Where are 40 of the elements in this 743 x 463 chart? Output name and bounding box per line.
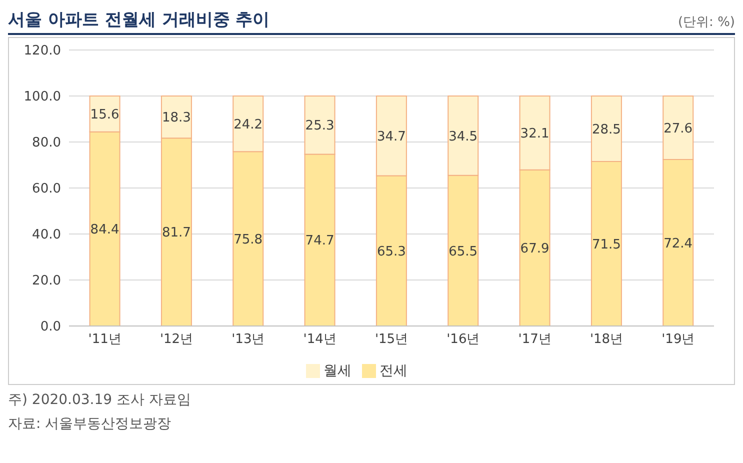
text: 주) 2020.03.19 조사 자료임 [8,391,192,409]
data-label: 75.8 [234,232,263,248]
y-tick-label: 100.0 [24,90,61,105]
y-tick-label: 120.0 [24,44,61,59]
legend-label: 월세 [324,363,352,379]
data-label: 34.7 [376,130,406,145]
y-tick-label: 40.0 [32,228,61,243]
y-tick-label: 80.0 [32,136,61,151]
data-label: 34.5 [448,129,478,144]
y-tick-label: 60.0 [32,182,61,197]
text: 자료: 서울부동산정보광장 [8,415,172,433]
data-label: 81.7 [162,226,191,241]
y-tick-label: 0.0 [40,320,61,335]
data-label: 25.3 [305,118,334,134]
x-tick-label: '19년 [662,332,695,348]
data-label: 74.7 [305,234,334,249]
data-label: 67.9 [520,242,550,257]
data-label: 18.3 [162,110,191,126]
data-label: 65.5 [448,244,478,260]
x-tick-label: '15년 [374,332,408,348]
data-label: 15.6 [90,108,120,123]
legend-label: 전세 [380,363,408,379]
data-label: 28.5 [592,122,621,138]
data-label: 27.6 [664,121,693,136]
data-label: 24.2 [234,117,263,132]
data-label: 71.5 [592,237,621,252]
data-label: 65.3 [376,244,406,260]
data-label: 72.4 [664,236,693,252]
chart-title: 서울 아파트 전월세 거래비중 추이 [8,9,270,31]
chart-subtitle: (단위: %) [678,14,735,31]
data-label: 84.4 [90,222,120,238]
x-tick-label: '18년 [590,332,624,348]
x-tick-label: '17년 [518,332,552,348]
data-label: 32.1 [520,126,550,142]
x-tick-label: '14년 [303,332,336,348]
x-tick-label: '11년 [88,332,122,348]
y-tick-label: 20.0 [32,274,61,289]
x-tick-label: '12년 [160,332,194,348]
x-tick-label: '16년 [446,332,480,348]
x-tick-label: '13년 [232,332,265,348]
